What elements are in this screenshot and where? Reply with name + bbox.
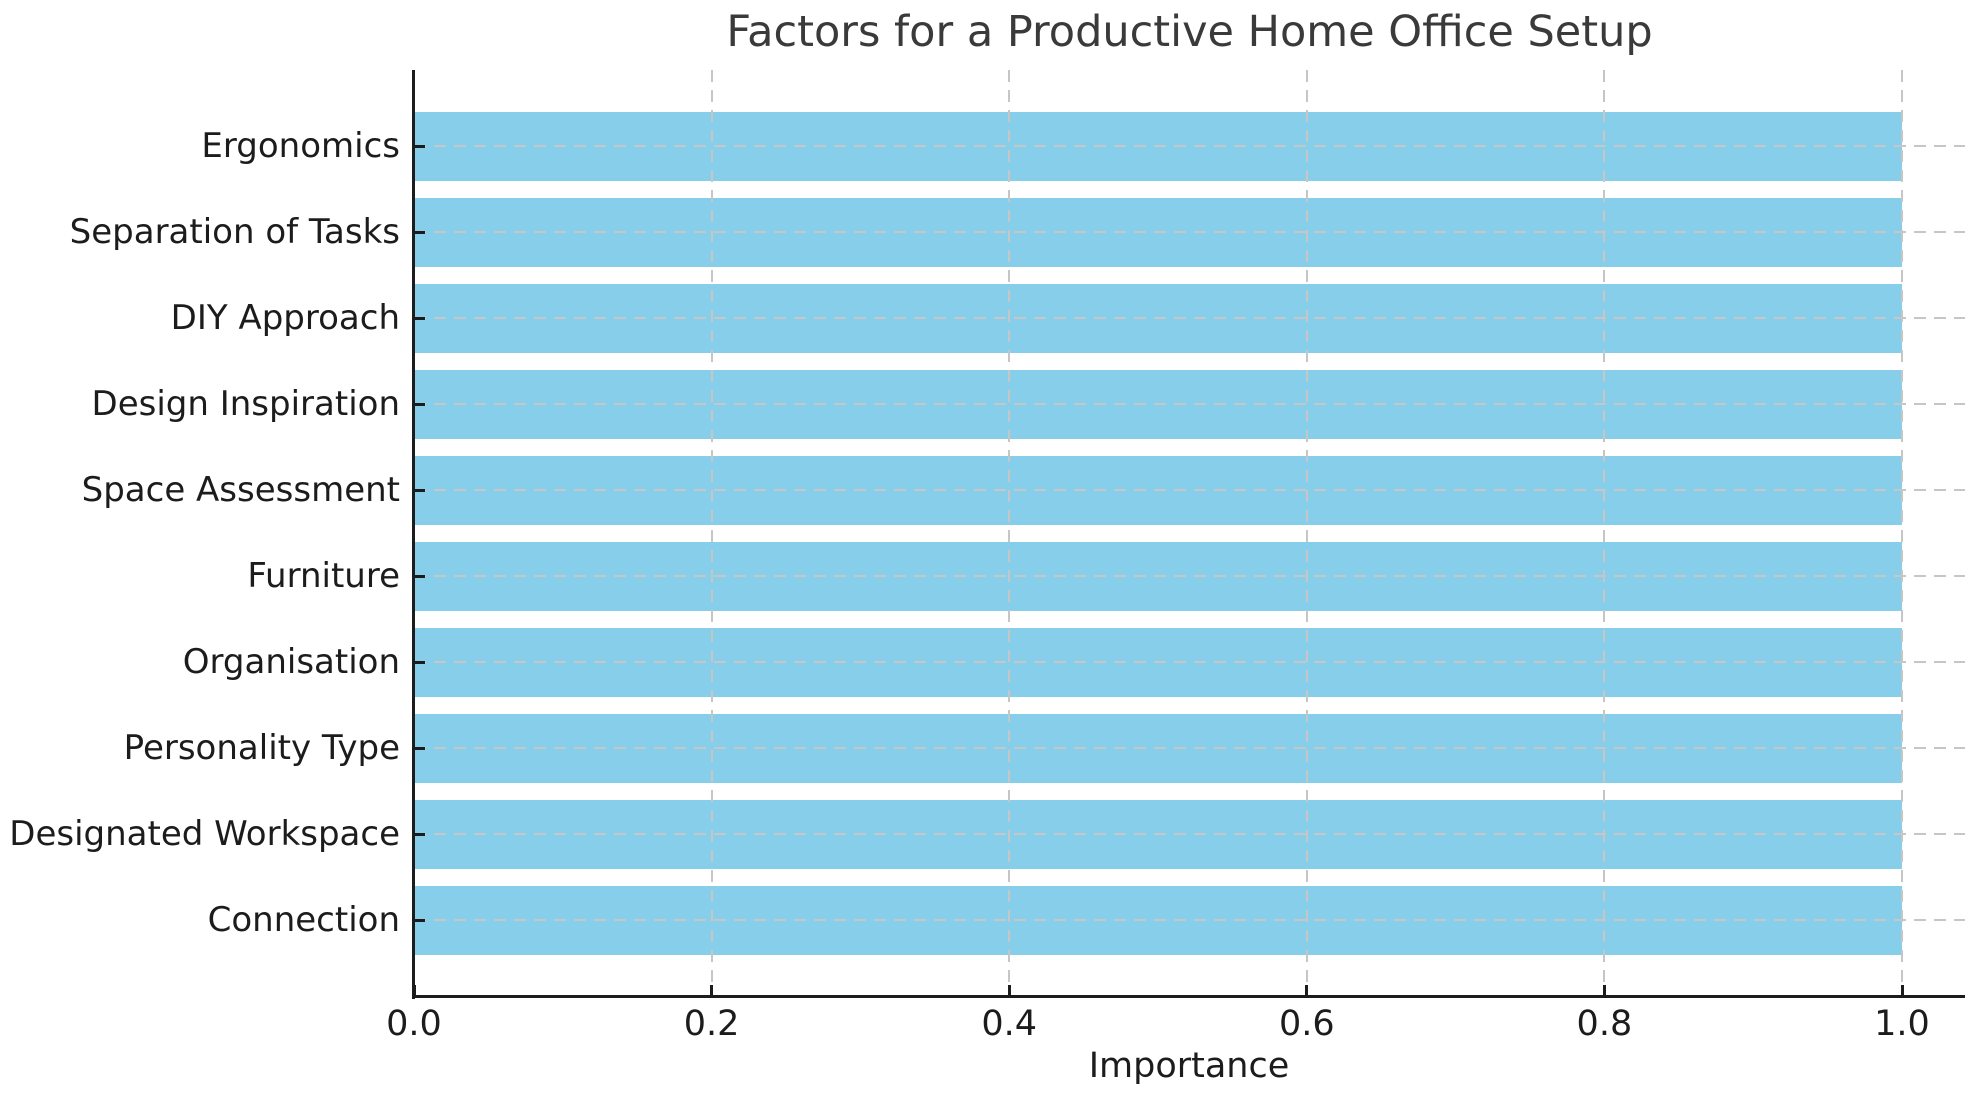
x-tick-label: 0.8: [1576, 1004, 1633, 1044]
x-tick-mark: [1602, 985, 1606, 996]
y-tick-label: Designated Workspace: [9, 814, 400, 854]
gridline-horizontal: [414, 145, 1965, 147]
x-axis-title: Importance: [1088, 1046, 1290, 1086]
gridline-horizontal: [414, 919, 1965, 921]
gridline-horizontal: [414, 575, 1965, 577]
y-tick-mark: [414, 918, 425, 922]
gridline-horizontal: [414, 833, 1965, 835]
x-tick-mark: [710, 985, 714, 996]
y-tick-mark: [414, 230, 425, 234]
gridline-horizontal: [414, 661, 1965, 663]
y-tick-label: Separation of Tasks: [69, 212, 400, 252]
y-tick-mark: [414, 574, 425, 578]
y-tick-label: Personality Type: [123, 728, 400, 768]
y-tick-mark: [414, 316, 425, 320]
gridline-horizontal: [414, 489, 1965, 491]
y-tick-label: Space Assessment: [81, 470, 400, 510]
y-tick-label: Connection: [207, 900, 400, 940]
gridline-horizontal: [414, 231, 1965, 233]
y-tick-label: Organisation: [182, 642, 400, 682]
gridline-horizontal: [414, 747, 1965, 749]
x-axis-line: [412, 995, 1965, 998]
gridline-vertical: [1008, 70, 1011, 996]
x-tick-label: 0.0: [386, 1004, 442, 1044]
y-tick-mark: [414, 660, 425, 664]
gridline-horizontal: [414, 403, 1965, 405]
y-tick-mark: [414, 402, 425, 406]
y-tick-mark: [414, 488, 425, 492]
y-tick-label: Ergonomics: [201, 126, 400, 166]
gridline-vertical: [1901, 70, 1903, 996]
x-tick-label: 0.6: [1278, 1004, 1335, 1044]
y-tick-label: Furniture: [247, 556, 400, 596]
x-tick-mark: [1305, 985, 1309, 996]
x-tick-label: 0.2: [683, 1004, 740, 1044]
gridline-horizontal: [414, 317, 1965, 319]
chart-title: Factors for a Productive Home Office Set…: [726, 7, 1653, 57]
y-tick-mark: [414, 832, 425, 836]
gridline-vertical: [1305, 70, 1308, 996]
y-tick-label: Design Inspiration: [91, 384, 400, 424]
x-tick-label: 0.4: [981, 1004, 1038, 1044]
y-tick-mark: [414, 144, 425, 148]
y-tick-label: DIY Approach: [170, 298, 400, 338]
gridline-vertical: [710, 70, 713, 996]
x-tick-mark: [1007, 985, 1011, 996]
y-tick-mark: [414, 746, 425, 750]
x-tick-mark: [412, 985, 416, 996]
y-axis-line: [412, 70, 415, 999]
gridline-vertical: [1603, 70, 1606, 996]
x-tick-label: 1.0: [1874, 1004, 1930, 1044]
x-tick-mark: [1900, 985, 1904, 996]
